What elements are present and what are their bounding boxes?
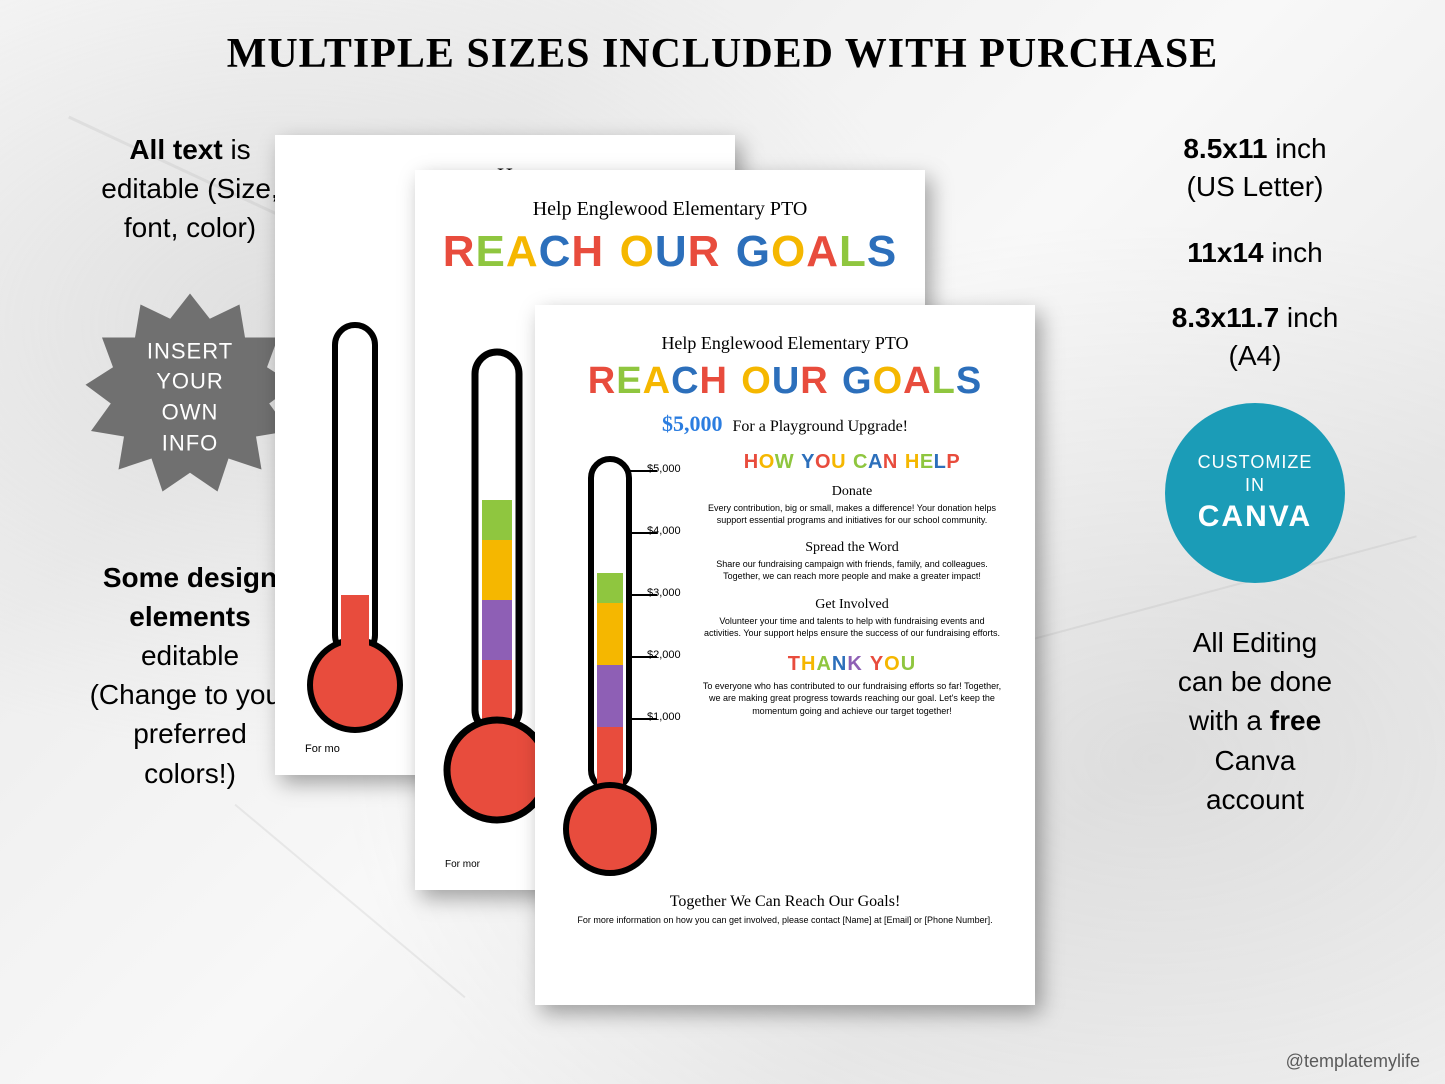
tick-label: $4,000 [647, 525, 681, 537]
tick-label: $3,000 [647, 587, 681, 599]
starburst-line1: INSERT YOUR [147, 338, 233, 394]
thermometer-icon [305, 315, 415, 745]
flyer-front: Help Englewood Elementary PTO REACH OUR … [535, 305, 1035, 1005]
flyer-stack: H RE For mo Help Englewood Elementary PT… [335, 115, 1035, 1045]
starburst-badge: INSERT YOUR OWN INFO [80, 288, 300, 508]
help-item: Spread the Word Share our fundraising ca… [695, 540, 1009, 582]
help-item: Donate Every contribution, big or small,… [695, 484, 1009, 526]
thanks-text: To everyone who has contributed to our f… [695, 680, 1009, 718]
size-option-3: 8.3x11.7 inch (A4) [1120, 299, 1390, 375]
flyer-title: REACH OUR GOALS [561, 360, 1009, 403]
thanks-heading: THANK YOU [695, 653, 1009, 676]
tick-label: $2,000 [647, 649, 681, 661]
right-column: 8.5x11 inch (US Letter) 11x14 inch 8.3x1… [1120, 130, 1390, 819]
goal-text: For a Playground Upgrade! [732, 418, 908, 435]
help-column: HOW YOU CAN HELP Donate Every contributi… [695, 451, 1009, 881]
headline: MULTIPLE SIZES INCLUDED WITH PURCHASE [0, 30, 1445, 78]
editable-bold: All text [129, 134, 222, 165]
editing-note: All Editing can be done with a free Canv… [1120, 623, 1390, 819]
goal-amount: $5,000 [662, 411, 723, 436]
size-option-1: 8.5x11 inch (US Letter) [1120, 130, 1390, 206]
footer-sub: For more information on how you can get … [561, 915, 1009, 927]
goal-line: $5,000 For a Playground Upgrade! [561, 411, 1009, 437]
flyer-mid-title: REACH OUR GOALS [441, 227, 899, 277]
flyer-subheading: Help Englewood Elementary PTO [561, 333, 1009, 354]
watermark: @templatemylife [1286, 1051, 1420, 1072]
tick-label: $5,000 [647, 463, 681, 475]
help-heading: HOW YOU CAN HELP [695, 451, 1009, 474]
tick-label: $1,000 [647, 711, 681, 723]
size-option-2: 11x14 inch [1120, 234, 1390, 272]
starburst-line2: OWN INFO [162, 400, 219, 456]
thermometer: $5,000 $4,000 $3,000 $2,000 $1,000 [561, 451, 681, 881]
footer-line: Together We Can Reach Our Goals! [561, 893, 1009, 911]
help-item: Get Involved Volunteer your time and tal… [695, 597, 1009, 639]
canva-badge: CUSTOMIZE IN CANVA [1165, 403, 1345, 583]
